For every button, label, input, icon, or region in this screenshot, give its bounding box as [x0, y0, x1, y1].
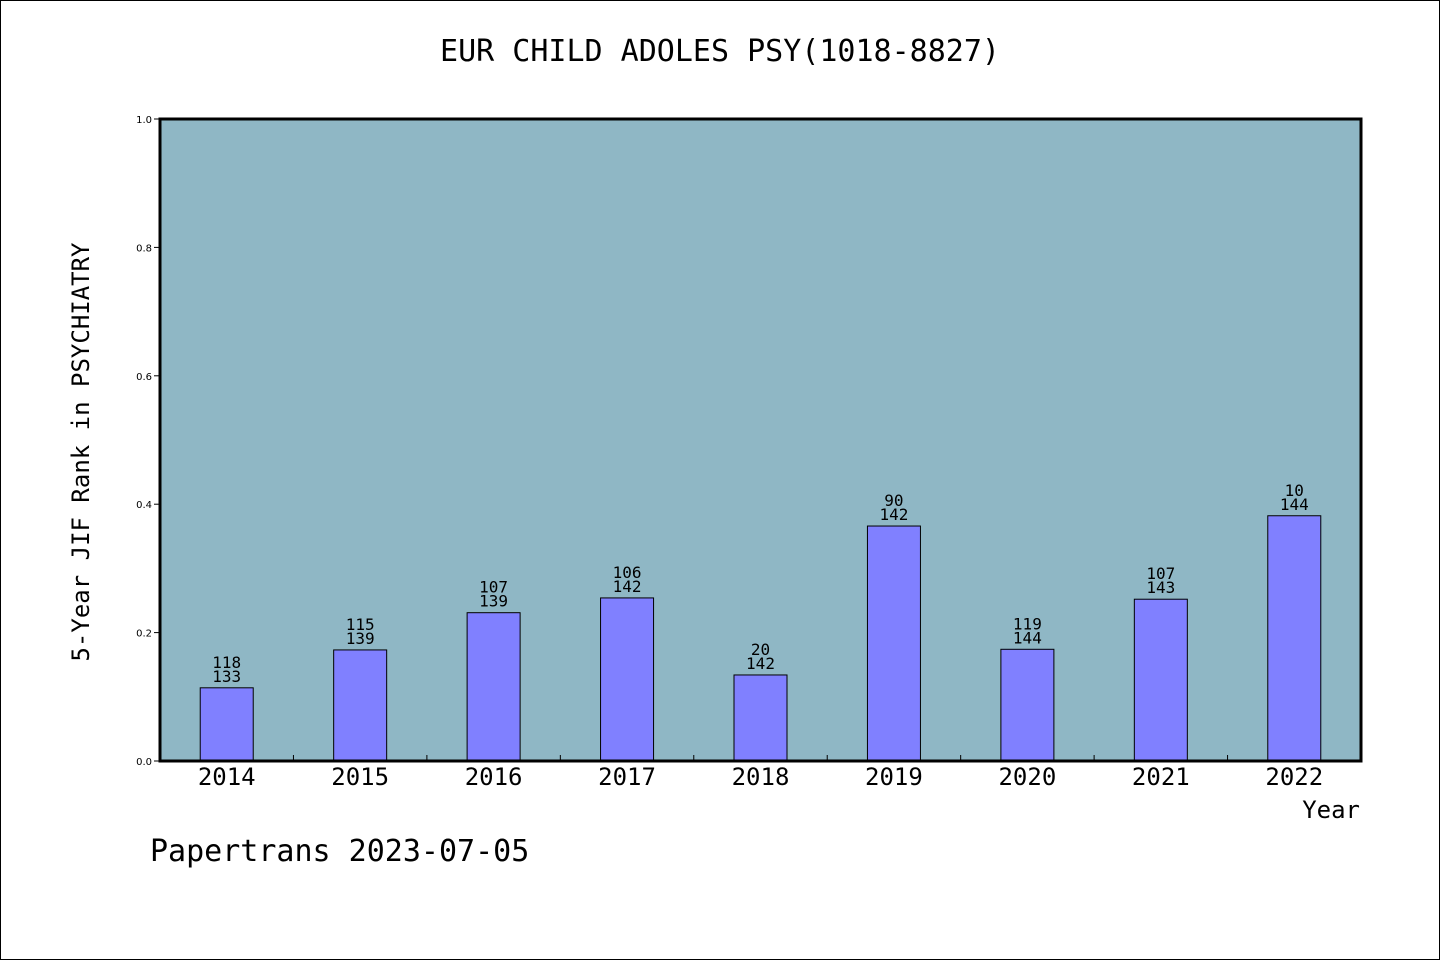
bar-label-bottom: 144: [1280, 495, 1309, 514]
bar-label-bottom: 143: [1146, 578, 1175, 597]
bar-label-top: 107: [479, 578, 508, 597]
bar-label-bottom: 142: [879, 505, 908, 524]
bar: [466, 612, 521, 762]
bar-label-bottom: 142: [613, 577, 642, 596]
y-tick-label: 0.0: [136, 757, 152, 768]
bar: [199, 687, 254, 762]
bar: [866, 525, 921, 762]
bar: [1000, 648, 1055, 762]
bar-label-top: 119: [1013, 614, 1042, 633]
y-tick-label: 0.4: [136, 500, 152, 511]
bar-label-top: 107: [1146, 564, 1175, 583]
footer-text: Papertrans 2023-07-05: [150, 834, 530, 869]
bar: [733, 674, 788, 762]
y-tick-label: 0.2: [136, 629, 152, 640]
bar-label-top: 90: [884, 491, 903, 510]
bar-label-bottom: 144: [1013, 628, 1042, 647]
x-tick-label: 2021: [1132, 763, 1190, 791]
chart-title: EUR CHILD ADOLES PSY(1018-8827): [440, 34, 1000, 69]
x-tick-label: 2015: [331, 763, 389, 791]
x-tick-label: 2022: [1265, 763, 1323, 791]
x-tick-label: 2017: [598, 763, 656, 791]
x-tick-label: 2016: [465, 763, 523, 791]
x-axis-label: Year: [1302, 796, 1360, 824]
bar-label-bottom: 139: [479, 592, 508, 611]
x-tick-label: 2018: [732, 763, 790, 791]
y-tick-label: 1.0: [136, 115, 152, 126]
plot-border: [158, 117, 1363, 763]
bar-label-bottom: 139: [346, 629, 375, 648]
bar: [600, 597, 655, 762]
y-tick-label: 0.6: [136, 372, 152, 383]
bar-label-top: 10: [1285, 481, 1304, 500]
bar-label-top: 106: [613, 563, 642, 582]
bar: [1267, 515, 1322, 762]
bar-label-bottom: 133: [212, 667, 241, 686]
bar: [1133, 598, 1188, 762]
x-tick-label: 2020: [998, 763, 1056, 791]
x-tick-label: 2014: [198, 763, 256, 791]
bar-label-top: 115: [346, 615, 375, 634]
bar-label-top: 118: [212, 653, 241, 672]
bar: [333, 649, 388, 762]
x-tick-label: 2019: [865, 763, 923, 791]
y-tick-label: 0.8: [136, 243, 152, 254]
bar-label-top: 20: [751, 640, 770, 659]
bar-label-bottom: 142: [746, 654, 775, 673]
